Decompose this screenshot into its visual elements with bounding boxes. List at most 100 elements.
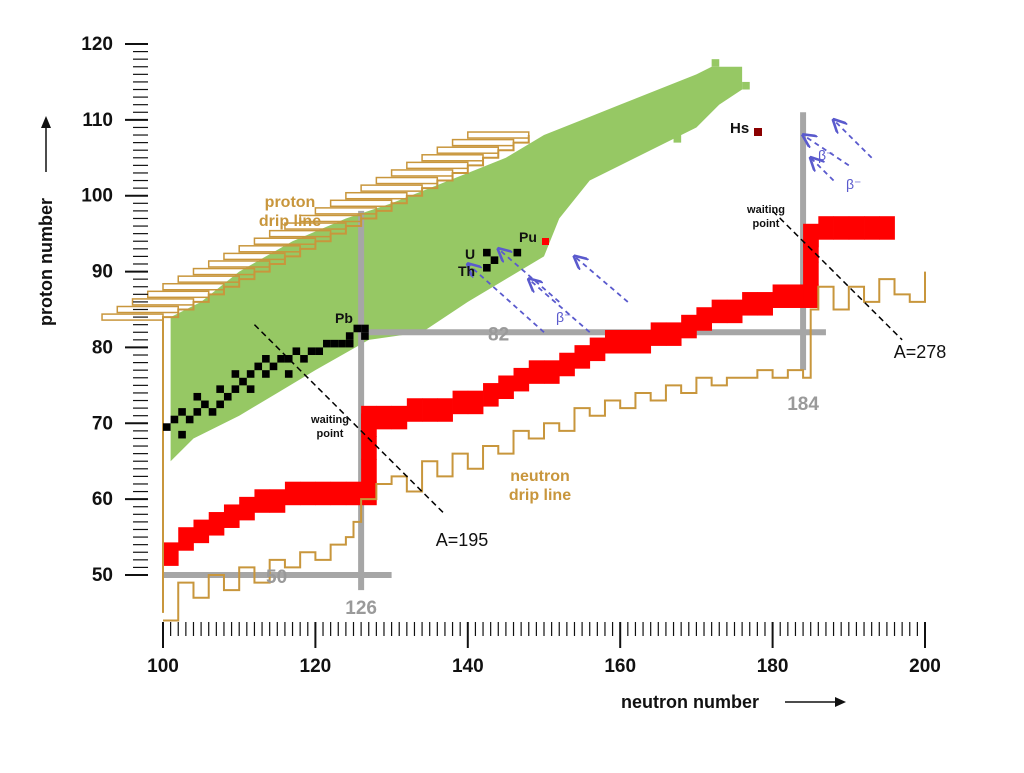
r-process-path	[163, 216, 895, 566]
stable-nucleus	[239, 377, 247, 386]
proton-drip-tongue	[101, 313, 164, 321]
beta-arrow	[834, 120, 873, 159]
proton-drip-tongue	[375, 176, 439, 185]
r-process-cell	[269, 489, 286, 513]
proton-drip-tongue	[223, 252, 286, 261]
proton-drip-tongue	[467, 131, 530, 139]
magic-label-z50: 50	[266, 567, 287, 588]
r-process-cell	[681, 314, 697, 339]
y-tick-label: 110	[82, 110, 113, 131]
proton-drip-tongue	[253, 237, 317, 245]
stable-nucleus	[208, 408, 217, 416]
y-tick-label: 50	[92, 565, 113, 586]
proton-drip-tongue	[116, 305, 179, 314]
stable-nucleus	[513, 248, 522, 257]
r-process-cell	[864, 216, 880, 240]
stable-nucleus	[284, 370, 293, 378]
isobar-lines	[253, 210, 903, 515]
r-process-cell	[223, 504, 240, 528]
stable-nucleus	[216, 400, 224, 409]
stable-nucleus	[246, 370, 255, 378]
beta-label: β⁻	[818, 147, 833, 163]
stable-nucleus	[307, 347, 316, 356]
proton-drip-tongue	[284, 222, 347, 230]
r-process-cell	[315, 481, 332, 506]
stable-nucleus	[338, 339, 346, 348]
annotations: 50 82 126 184 proton drip line neutron drip lin…	[259, 120, 946, 619]
r-process-cell	[528, 360, 545, 384]
known-nucleus-cell	[742, 81, 750, 90]
stable-nucleus	[262, 355, 270, 363]
stable-nucleus	[216, 385, 224, 393]
stable-nucleus	[345, 339, 354, 348]
r-process-cell	[178, 527, 194, 551]
r-process-cell	[376, 405, 392, 430]
y-tick-label: 90	[92, 262, 113, 283]
r-process-cell	[787, 284, 804, 308]
r-process-cell	[391, 405, 408, 430]
proton-drip-tongue	[192, 267, 256, 276]
r-process-cell	[635, 329, 652, 354]
r-process-cell	[559, 352, 575, 377]
known-nucleus-cell	[711, 59, 720, 67]
r-process-cell	[604, 329, 621, 354]
isobar-line	[253, 324, 446, 515]
r-process-cell	[163, 542, 179, 566]
element-label-pb: Pb	[335, 310, 353, 326]
beta-label: β⁻	[846, 176, 861, 192]
beta-arrow	[574, 256, 629, 303]
element-label-th: Th	[458, 263, 475, 279]
r-process-cell	[193, 519, 210, 544]
r-process-cell	[772, 284, 789, 308]
r-process-cell	[300, 481, 316, 506]
r-process-cell	[483, 383, 499, 407]
r-process-cell	[452, 390, 469, 415]
proton-drip-label: proton drip line	[259, 194, 321, 230]
stable-nucleus	[231, 370, 240, 378]
r-process-cell	[696, 307, 713, 331]
x-tick-label: 120	[300, 656, 332, 677]
r-process-cell	[239, 496, 255, 521]
y-axis-title: proton number	[36, 198, 56, 326]
stable-nucleus	[490, 256, 499, 264]
stable-nucleus	[178, 408, 186, 416]
stable-nucleus	[284, 355, 293, 363]
stable-nucleus	[353, 324, 362, 333]
r-process-cell	[742, 292, 758, 316]
x-axis-arrowhead	[835, 697, 846, 707]
proton-drip-tongue	[268, 229, 332, 238]
known-nucleus-cell	[658, 119, 666, 128]
proton-drip-tongue	[421, 154, 484, 162]
waiting-point-label: waiting point	[746, 204, 785, 230]
beta-label: β⁻	[556, 309, 571, 325]
r-process-cell	[361, 481, 377, 506]
stable-nucleus	[223, 392, 232, 401]
r-process-cell	[589, 337, 606, 362]
known-nucleus-cell	[635, 127, 644, 136]
y-tick-label: 70	[92, 413, 113, 434]
stable-nucleus	[345, 332, 354, 340]
stable-nucleus	[231, 385, 240, 393]
element-label-u: U	[465, 246, 475, 262]
stable-nucleus	[361, 324, 369, 333]
proton-drip-tongue	[207, 260, 271, 268]
known-nuclei-region	[170, 59, 750, 462]
r-process-cell	[498, 375, 514, 400]
proton-drip-tongue	[360, 184, 423, 192]
stable-nucleus	[193, 392, 202, 401]
stable-nucleus	[315, 347, 324, 356]
waiting-point-label: waiting point	[310, 414, 349, 440]
r-process-cell	[803, 261, 819, 286]
proton-drip-tongue	[406, 161, 469, 170]
proton-drip-tongue	[177, 275, 240, 283]
r-process-cell	[467, 390, 484, 415]
y-axis-arrowhead	[41, 116, 51, 128]
r-process-cell	[803, 284, 819, 308]
magic-label-n184: 184	[787, 394, 819, 415]
x-tick-label: 140	[452, 656, 484, 677]
known-nucleus-cell	[673, 135, 682, 143]
proton-drip-tongue	[238, 245, 301, 253]
y-tick-label: 80	[92, 337, 113, 358]
r-process-cell	[406, 398, 423, 422]
